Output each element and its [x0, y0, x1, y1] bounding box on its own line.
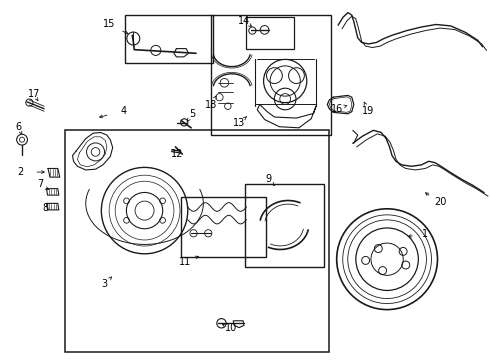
Text: 1: 1	[422, 229, 428, 239]
Text: 13: 13	[233, 118, 245, 128]
Bar	[211, 15, 331, 135]
Text: 6: 6	[16, 122, 22, 132]
Bar	[65, 130, 329, 352]
Text: 2: 2	[18, 167, 24, 177]
Text: 11: 11	[179, 257, 192, 267]
Text: 5: 5	[189, 109, 195, 120]
Text: 3: 3	[101, 279, 107, 289]
Text: 14: 14	[238, 16, 250, 26]
Text: 9: 9	[265, 174, 271, 184]
Text: 12: 12	[171, 149, 184, 159]
Text: 8: 8	[43, 203, 49, 213]
Text: 4: 4	[121, 106, 126, 116]
Bar	[246, 17, 294, 49]
Bar	[125, 15, 213, 63]
Text: 19: 19	[363, 106, 375, 116]
Text: 17: 17	[28, 89, 41, 99]
Text: 20: 20	[434, 197, 446, 207]
Text: 16: 16	[331, 104, 343, 114]
Text: 7: 7	[37, 179, 43, 189]
Bar	[181, 197, 266, 257]
Text: 15: 15	[102, 19, 115, 30]
Bar	[245, 184, 324, 267]
Text: 18: 18	[205, 100, 217, 110]
Text: 10: 10	[225, 323, 238, 333]
